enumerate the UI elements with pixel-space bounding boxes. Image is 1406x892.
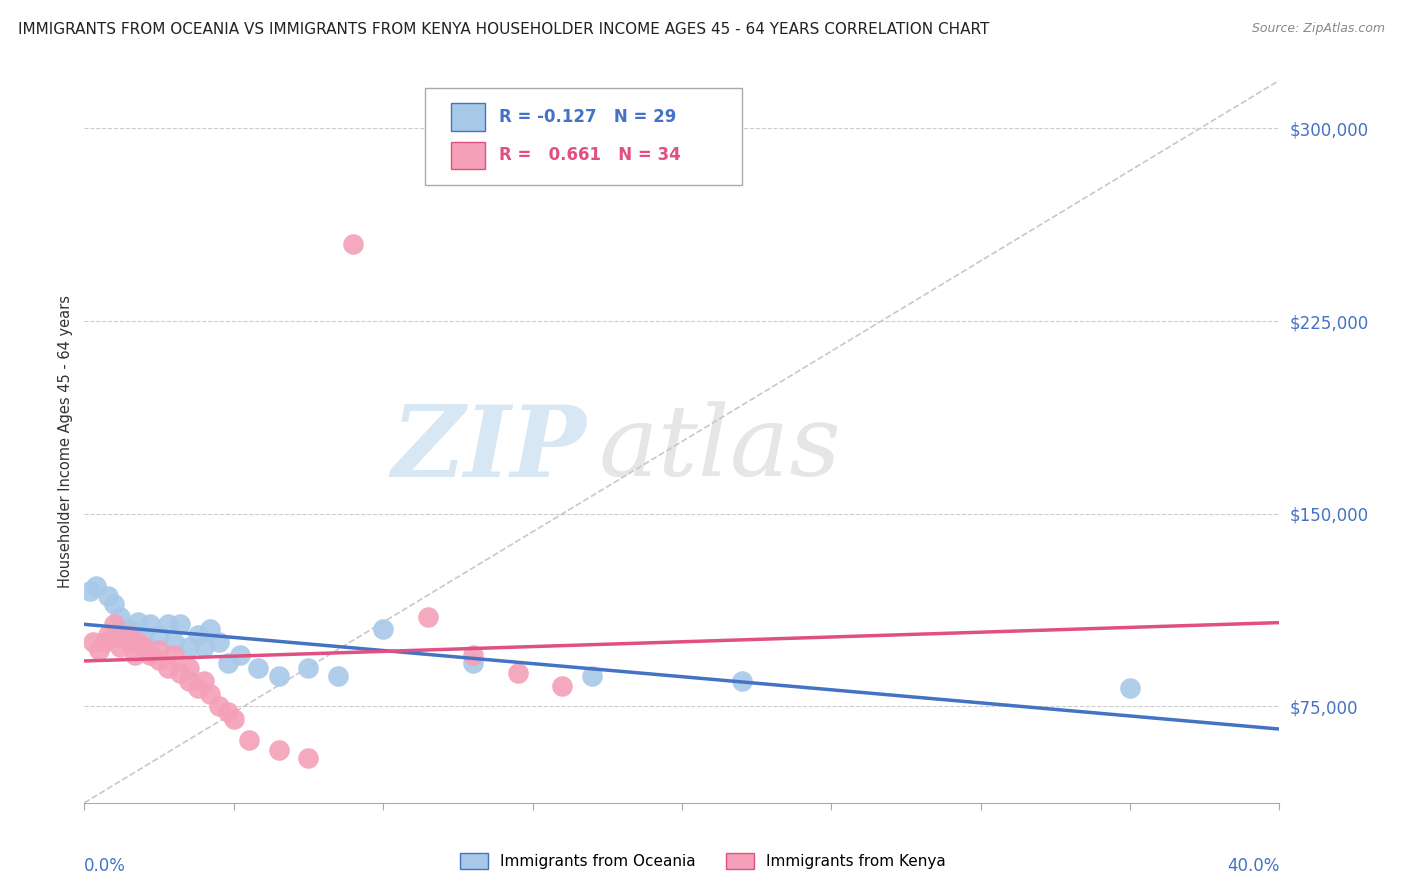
Point	[193, 640, 215, 655]
Point	[461, 656, 484, 670]
Point	[148, 643, 170, 657]
Point	[110, 609, 132, 624]
Point	[222, 712, 245, 726]
Point	[177, 673, 200, 688]
Point	[118, 627, 141, 641]
Point	[297, 751, 319, 765]
Point	[139, 648, 162, 662]
Point	[416, 609, 439, 624]
Point	[97, 589, 120, 603]
Point	[169, 617, 191, 632]
Point	[208, 699, 231, 714]
Point	[198, 687, 221, 701]
Point	[132, 640, 156, 655]
Point	[731, 673, 754, 688]
Point	[208, 635, 231, 649]
Text: 40.0%: 40.0%	[1227, 857, 1279, 875]
Point	[82, 635, 104, 649]
Point	[373, 623, 395, 637]
Point	[267, 743, 290, 757]
Point	[177, 661, 200, 675]
Text: ZIP: ZIP	[391, 401, 586, 497]
Point	[79, 583, 101, 598]
Point	[94, 635, 117, 649]
Point	[297, 661, 319, 675]
Point	[193, 673, 215, 688]
Point	[177, 640, 200, 655]
Legend: Immigrants from Oceania, Immigrants from Kenya: Immigrants from Oceania, Immigrants from…	[454, 847, 952, 875]
Bar	[451, 103, 485, 131]
Text: R =   0.661   N = 34: R = 0.661 N = 34	[499, 146, 681, 164]
Point	[157, 661, 180, 675]
Point	[228, 648, 252, 662]
Point	[461, 648, 484, 662]
Point	[169, 666, 191, 681]
Point	[148, 653, 170, 667]
Point	[246, 661, 269, 675]
Point	[89, 643, 111, 657]
Text: Source: ZipAtlas.com: Source: ZipAtlas.com	[1251, 22, 1385, 36]
Point	[342, 237, 364, 252]
Point	[97, 627, 120, 641]
Point	[127, 615, 149, 629]
Point	[238, 732, 260, 747]
Bar	[451, 142, 485, 169]
Point	[328, 668, 350, 682]
Point	[148, 627, 170, 641]
Point	[198, 623, 221, 637]
Text: atlas: atlas	[599, 401, 841, 497]
Point	[217, 656, 239, 670]
Point	[551, 679, 574, 693]
Point	[187, 681, 209, 696]
Text: 0.0%: 0.0%	[84, 857, 127, 875]
Point	[581, 668, 603, 682]
FancyBboxPatch shape	[425, 87, 742, 185]
Point	[103, 597, 125, 611]
Point	[163, 648, 186, 662]
Point	[124, 648, 146, 662]
Point	[1119, 681, 1142, 696]
Point	[506, 666, 529, 681]
Point	[139, 617, 162, 632]
Point	[118, 623, 141, 637]
Y-axis label: Householder Income Ages 45 - 64 years: Householder Income Ages 45 - 64 years	[58, 295, 73, 588]
Point	[86, 579, 108, 593]
Point	[110, 640, 132, 655]
Point	[103, 630, 125, 644]
Point	[157, 617, 180, 632]
Text: IMMIGRANTS FROM OCEANIA VS IMMIGRANTS FROM KENYA HOUSEHOLDER INCOME AGES 45 - 64: IMMIGRANTS FROM OCEANIA VS IMMIGRANTS FR…	[18, 22, 990, 37]
Text: R = -0.127   N = 29: R = -0.127 N = 29	[499, 108, 676, 126]
Point	[127, 635, 149, 649]
Point	[132, 627, 156, 641]
Point	[118, 635, 141, 649]
Point	[163, 635, 186, 649]
Point	[267, 668, 290, 682]
Point	[217, 705, 239, 719]
Point	[103, 617, 125, 632]
Point	[187, 627, 209, 641]
